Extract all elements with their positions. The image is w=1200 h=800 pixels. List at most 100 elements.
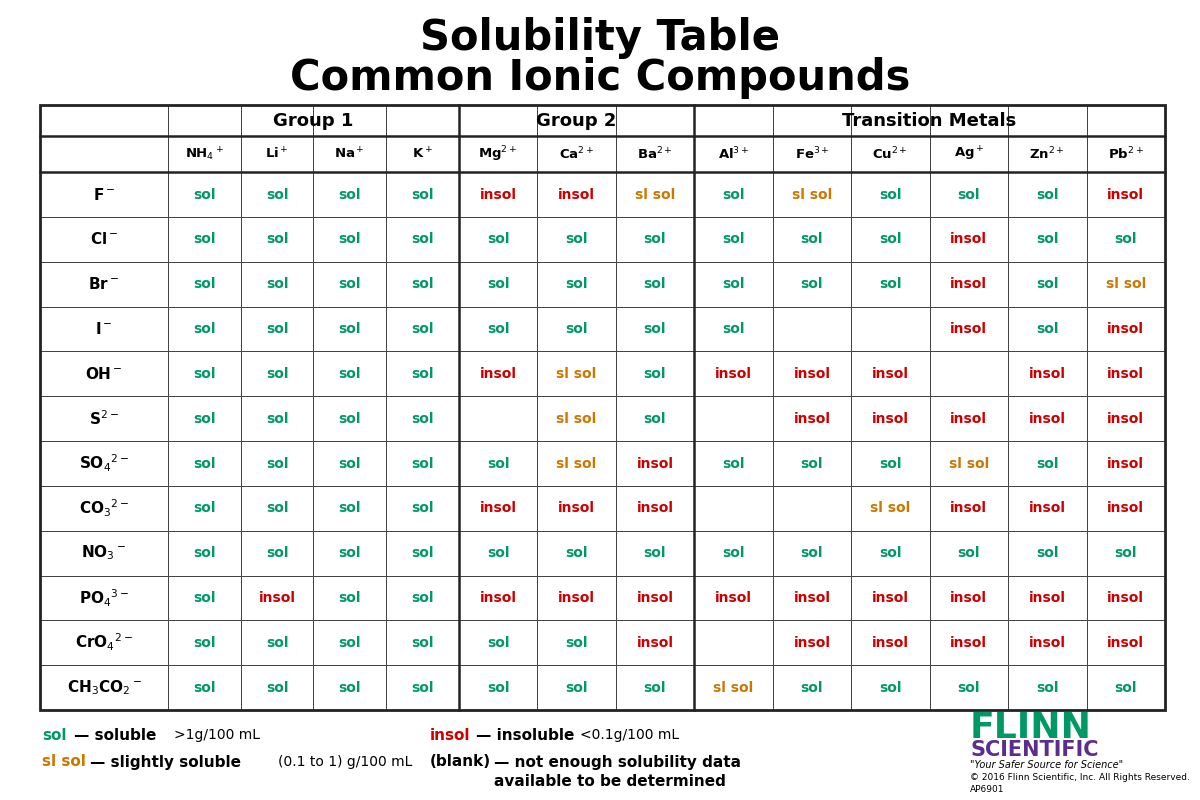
- Text: sl sol: sl sol: [1105, 278, 1146, 291]
- Text: Li$^+$: Li$^+$: [265, 146, 289, 162]
- Bar: [773, 441, 851, 486]
- Text: insol: insol: [558, 591, 595, 605]
- Text: Na$^+$: Na$^+$: [335, 146, 365, 162]
- Text: insol: insol: [258, 591, 295, 605]
- Bar: [313, 351, 386, 396]
- Text: Pb$^{2+}$: Pb$^{2+}$: [1108, 146, 1144, 162]
- Bar: [458, 306, 538, 351]
- Text: sol: sol: [722, 278, 745, 291]
- Bar: [851, 396, 930, 441]
- Bar: [930, 351, 1008, 396]
- Bar: [616, 486, 694, 530]
- Bar: [773, 396, 851, 441]
- Text: sol: sol: [266, 367, 288, 381]
- Bar: [616, 217, 694, 262]
- Bar: [386, 172, 458, 217]
- Bar: [40, 620, 168, 665]
- Text: (0.1 to 1) g/100 mL: (0.1 to 1) g/100 mL: [278, 755, 413, 769]
- Text: PO$_4$$^{3-}$: PO$_4$$^{3-}$: [79, 587, 130, 609]
- Text: insol: insol: [1108, 322, 1145, 336]
- Text: sol: sol: [487, 457, 509, 470]
- Bar: [1086, 262, 1165, 306]
- Bar: [168, 665, 241, 710]
- Bar: [168, 486, 241, 530]
- Bar: [241, 665, 313, 710]
- Text: sol: sol: [800, 233, 823, 246]
- Text: OH$^-$: OH$^-$: [85, 366, 122, 382]
- Text: sol: sol: [193, 278, 216, 291]
- Text: sol: sol: [487, 322, 509, 336]
- Text: sol: sol: [412, 278, 433, 291]
- Text: sol: sol: [565, 233, 588, 246]
- Bar: [538, 172, 616, 217]
- Text: sol: sol: [1115, 681, 1138, 694]
- Text: Group 1: Group 1: [274, 112, 354, 130]
- Bar: [694, 217, 773, 262]
- Bar: [616, 105, 694, 136]
- Text: sol: sol: [266, 188, 288, 202]
- Bar: [694, 665, 773, 710]
- Text: insol: insol: [480, 502, 516, 515]
- Bar: [773, 620, 851, 665]
- Bar: [241, 620, 313, 665]
- Bar: [313, 620, 386, 665]
- Bar: [930, 575, 1008, 620]
- Text: insol: insol: [1108, 636, 1145, 650]
- Bar: [40, 530, 168, 575]
- Text: insol: insol: [950, 591, 988, 605]
- Text: sol: sol: [193, 502, 216, 515]
- Bar: [241, 486, 313, 530]
- Bar: [1008, 575, 1086, 620]
- Text: sol: sol: [958, 681, 980, 694]
- Bar: [538, 306, 616, 351]
- Text: sol: sol: [1036, 233, 1058, 246]
- Bar: [1086, 486, 1165, 530]
- Bar: [1008, 665, 1086, 710]
- Text: sol: sol: [266, 636, 288, 650]
- Text: insol: insol: [950, 502, 988, 515]
- Text: sol: sol: [487, 681, 509, 694]
- Text: insol: insol: [480, 367, 516, 381]
- Text: insol: insol: [430, 727, 470, 742]
- Text: insol: insol: [950, 322, 988, 336]
- Bar: [930, 441, 1008, 486]
- Bar: [458, 262, 538, 306]
- Text: sol: sol: [412, 367, 433, 381]
- Text: Zn$^{2+}$: Zn$^{2+}$: [1030, 146, 1066, 162]
- Bar: [313, 262, 386, 306]
- Text: Ag$^+$: Ag$^+$: [954, 145, 984, 163]
- Text: insol: insol: [715, 591, 752, 605]
- Text: sl sol: sl sol: [870, 502, 911, 515]
- Bar: [773, 351, 851, 396]
- Bar: [458, 136, 538, 172]
- Text: insol: insol: [1108, 412, 1145, 426]
- Text: CrO$_4$$^{2-}$: CrO$_4$$^{2-}$: [76, 632, 133, 654]
- Text: insol: insol: [636, 457, 673, 470]
- Bar: [930, 217, 1008, 262]
- Bar: [930, 172, 1008, 217]
- Bar: [241, 262, 313, 306]
- Bar: [694, 530, 773, 575]
- Bar: [1008, 530, 1086, 575]
- Text: sl sol: sl sol: [635, 188, 676, 202]
- Text: sol: sol: [338, 188, 361, 202]
- Text: insol: insol: [636, 636, 673, 650]
- Bar: [616, 396, 694, 441]
- Bar: [40, 396, 168, 441]
- Text: sol: sol: [880, 681, 901, 694]
- Text: Ca$^{2+}$: Ca$^{2+}$: [559, 146, 594, 162]
- Bar: [694, 486, 773, 530]
- Bar: [1008, 136, 1086, 172]
- Text: sol: sol: [266, 412, 288, 426]
- Text: NH$_4$$^+$: NH$_4$$^+$: [185, 146, 224, 163]
- Bar: [458, 620, 538, 665]
- Bar: [40, 136, 168, 172]
- Bar: [694, 396, 773, 441]
- Text: sol: sol: [880, 188, 901, 202]
- Bar: [40, 306, 168, 351]
- Bar: [313, 575, 386, 620]
- Bar: [313, 306, 386, 351]
- Text: sol: sol: [800, 546, 823, 560]
- Bar: [538, 486, 616, 530]
- Text: sol: sol: [643, 681, 666, 694]
